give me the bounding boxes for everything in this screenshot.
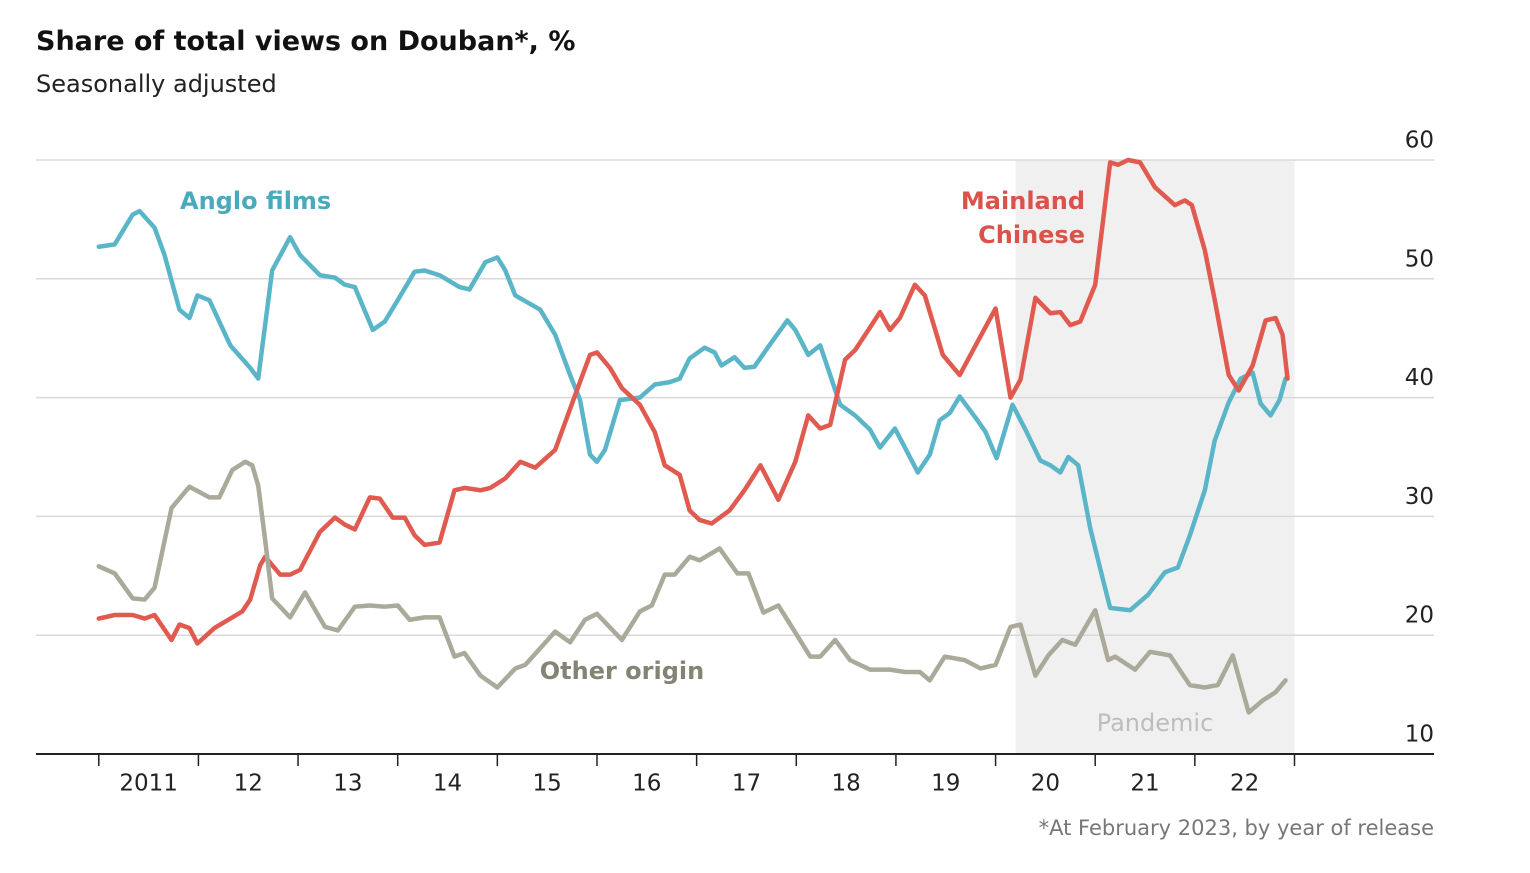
footnote: *At February 2023, by year of release <box>1038 816 1434 840</box>
series-line <box>96 459 1288 715</box>
x-tick-label: 2011 <box>119 771 178 797</box>
y-tick-label: 40 <box>1405 365 1434 391</box>
x-tick-label: 18 <box>831 771 860 797</box>
x-tick-label: 15 <box>533 771 562 797</box>
x-tick-label: 13 <box>333 771 362 797</box>
y-tick-label: 20 <box>1405 603 1434 629</box>
series-label: Anglo films <box>180 187 332 215</box>
y-tick-label: 10 <box>1405 722 1434 748</box>
y-tick-label: 50 <box>1405 246 1434 272</box>
y-tick-label: 30 <box>1405 484 1434 510</box>
shade-label: Pandemic <box>1097 709 1214 737</box>
x-tick-label: 12 <box>234 771 263 797</box>
x-tick-label: 16 <box>632 771 661 797</box>
x-tick-label: 14 <box>433 771 462 797</box>
series-line <box>96 208 1288 613</box>
series-line <box>96 157 1290 646</box>
x-tick-label: 21 <box>1130 771 1159 797</box>
chart-subtitle: Seasonally adjusted <box>36 70 277 98</box>
series-label: Mainland Chinese <box>960 187 1085 249</box>
chart-title: Share of total views on Douban*, % <box>36 26 576 57</box>
x-tick-label: 22 <box>1230 771 1259 797</box>
series-label: Other origin <box>539 657 705 685</box>
x-tick-label: 19 <box>931 771 960 797</box>
x-tick-label: 20 <box>1031 771 1060 797</box>
y-tick-label: 60 <box>1405 128 1434 154</box>
x-tick-label: 17 <box>732 771 761 797</box>
